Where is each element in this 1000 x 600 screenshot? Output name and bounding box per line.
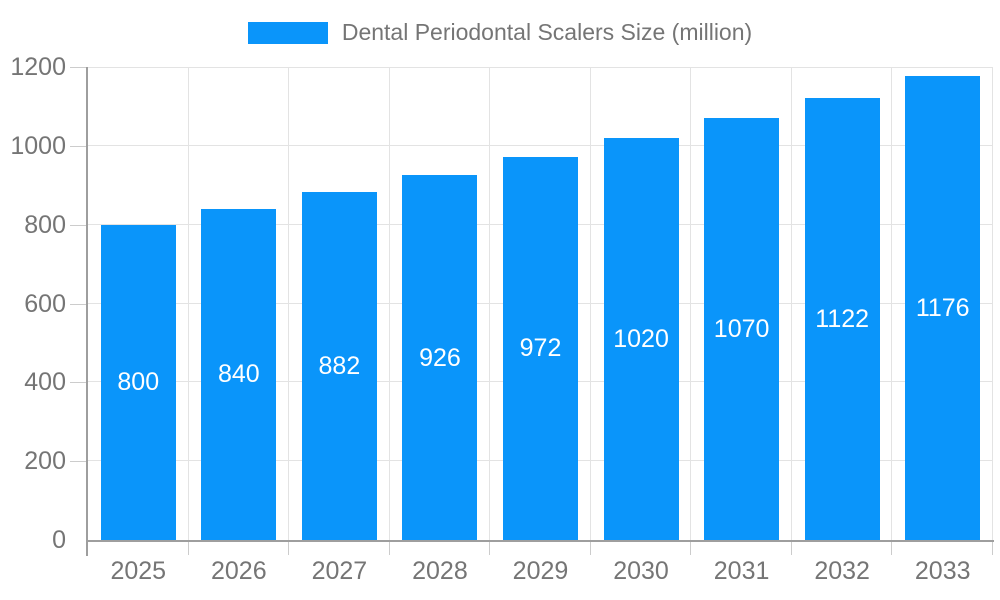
y-axis-tick <box>70 67 86 68</box>
bar-value-label: 840 <box>217 360 260 389</box>
x-axis-tick <box>187 542 189 555</box>
y-axis-label: 400 <box>24 368 66 397</box>
gridline-x <box>992 67 993 540</box>
x-axis-label: 2025 <box>110 557 167 585</box>
bar-value-label: 1122 <box>815 304 870 333</box>
x-axis-label: 2027 <box>311 557 368 585</box>
gridline-x <box>690 67 692 540</box>
x-axis-tick <box>891 542 893 555</box>
y-axis-line <box>86 67 88 556</box>
bar-2030[interactable]: 1020 <box>603 137 679 540</box>
gridline-x <box>891 67 893 540</box>
y-axis-label: 1000 <box>10 131 66 160</box>
y-axis-tick <box>70 461 86 463</box>
gridline-x <box>388 67 390 540</box>
y-axis-label: 800 <box>24 210 66 239</box>
x-axis-line <box>86 540 994 542</box>
bar-2031[interactable]: 1070 <box>704 118 780 540</box>
bar-2025[interactable]: 800 <box>100 224 176 540</box>
bar-2026[interactable]: 840 <box>201 208 277 540</box>
x-axis-tick <box>690 542 692 555</box>
legend-label: Dental Periodontal Scalers Size (million… <box>341 19 753 45</box>
bar-2032[interactable]: 1122 <box>804 97 880 540</box>
bar-2033[interactable]: 1176 <box>905 76 981 540</box>
gridline-x <box>790 67 792 540</box>
gridline-x <box>489 67 491 540</box>
legend[interactable]: Dental Periodontal Scalers Size (million… <box>0 19 1000 46</box>
gridline-y <box>88 67 993 68</box>
x-axis-tick <box>589 542 591 555</box>
gridline-x <box>288 67 290 540</box>
x-axis-label: 2026 <box>211 557 267 585</box>
x-axis-tick <box>790 542 792 555</box>
bar-value-label: 1176 <box>915 294 970 323</box>
y-axis-label: 0 <box>52 526 66 554</box>
x-axis-tick <box>388 542 390 555</box>
bar-2028[interactable]: 926 <box>402 175 478 540</box>
x-axis-label: 2031 <box>713 557 770 585</box>
legend-swatch <box>247 21 328 44</box>
x-axis-label: 2028 <box>412 557 468 585</box>
x-axis-tick <box>489 542 491 555</box>
gridline-x <box>589 67 591 540</box>
y-axis-tick <box>70 224 86 226</box>
bar-value-label: 972 <box>519 334 562 363</box>
x-axis-label: 2032 <box>814 557 870 585</box>
x-axis-tick <box>288 542 290 555</box>
x-axis-label: 2029 <box>512 557 569 585</box>
y-axis-tick <box>70 303 86 305</box>
y-axis-tick <box>70 145 86 147</box>
bar-2029[interactable]: 972 <box>503 156 578 540</box>
bar-value-label: 882 <box>318 352 361 381</box>
plot-area: 800 840 882 926 972 1020 1070 1122 1176 <box>88 67 993 540</box>
bar-value-label: 1020 <box>613 324 669 353</box>
x-axis-tick <box>992 542 993 555</box>
x-axis-label: 2033 <box>914 557 971 585</box>
gridline-x <box>187 67 189 540</box>
y-axis-tick <box>70 382 86 384</box>
bar-value-label: 800 <box>117 368 160 397</box>
y-axis-label: 200 <box>24 447 66 476</box>
bar-value-label: 926 <box>419 343 461 372</box>
bar-2027[interactable]: 882 <box>301 192 377 540</box>
bar-value-label: 1070 <box>713 315 770 344</box>
x-axis-label: 2030 <box>613 557 669 585</box>
gridline-y <box>88 144 993 146</box>
y-axis-label: 1200 <box>10 53 66 81</box>
y-axis-label: 600 <box>24 289 66 318</box>
